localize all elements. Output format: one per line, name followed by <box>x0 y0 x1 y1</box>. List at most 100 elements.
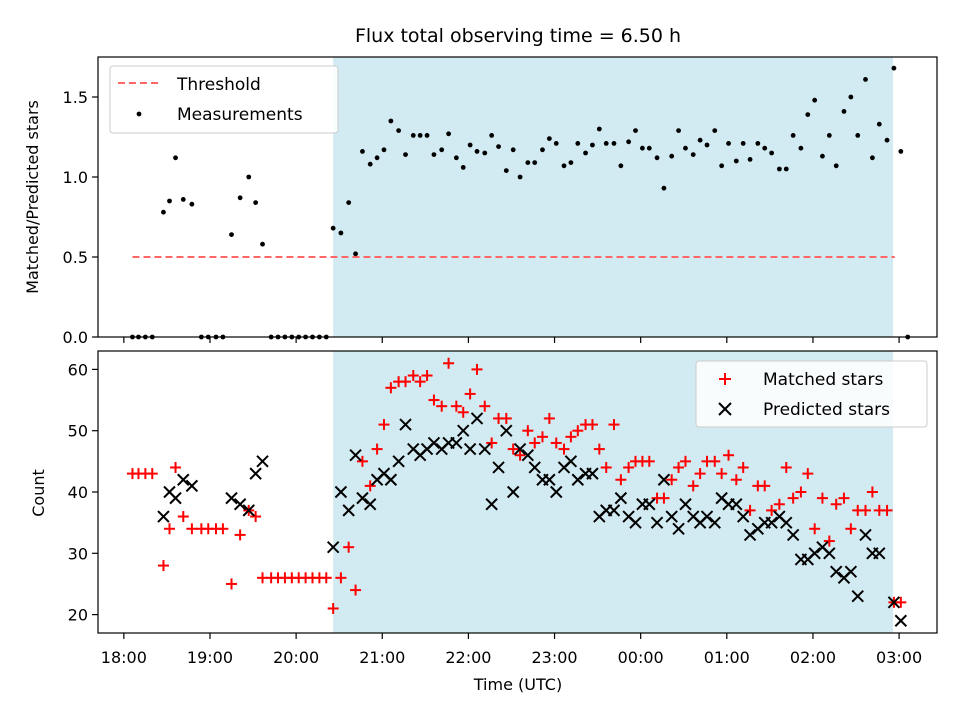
x-tick-label: 22:00 <box>445 648 491 667</box>
measurement-point <box>546 136 552 142</box>
matched-star-point <box>335 572 347 584</box>
matched-star-point <box>737 461 749 473</box>
measurement-point <box>525 160 531 166</box>
predicted-star-point <box>249 467 262 480</box>
measurement-point <box>876 121 882 127</box>
measurement-point <box>704 142 710 148</box>
measurement-point <box>762 145 768 151</box>
matched-star-point <box>565 431 577 443</box>
predicted-star-point <box>708 516 721 529</box>
matched-star-point <box>479 400 491 412</box>
matched-star-point <box>860 504 872 516</box>
matched-star-point <box>830 498 842 510</box>
measurement-point <box>568 160 574 166</box>
measurement-point <box>863 77 868 82</box>
matched-star-point <box>730 474 742 486</box>
predicted-star-point <box>363 498 377 511</box>
predicted-star-point <box>607 504 621 517</box>
predicted-star-point <box>736 510 750 523</box>
measurement-point <box>396 128 402 134</box>
measurement-point <box>346 200 352 206</box>
matched-star-point <box>845 523 857 535</box>
predicted-star-point <box>342 504 355 517</box>
matched-star-point <box>177 511 189 523</box>
matched-star-point <box>163 523 175 535</box>
matched-star-point <box>486 437 498 449</box>
bottom-legend-box <box>695 360 928 428</box>
y-tick-label: 0.5 <box>63 248 88 267</box>
predicted-star-point <box>887 596 901 609</box>
matched-star-point <box>234 529 246 541</box>
measurement-point <box>540 147 545 153</box>
measurement-point <box>496 144 501 150</box>
matched-star-point <box>320 572 332 584</box>
matched-star-point <box>593 443 605 455</box>
measurement-point <box>253 200 259 206</box>
predicted-star-point <box>614 491 628 505</box>
measurement-point <box>697 137 703 143</box>
predicted-star-point <box>672 522 685 535</box>
measurement-point <box>603 141 609 146</box>
predicted-star-point <box>851 590 864 603</box>
predicted-star-point <box>392 455 405 468</box>
predicted-star-point <box>500 424 513 437</box>
predicted-star-point <box>334 485 348 499</box>
measurement-point <box>869 155 875 161</box>
measurement-point <box>633 128 638 134</box>
predicted-star-point <box>830 565 843 578</box>
measurement-point <box>553 141 559 146</box>
measurement-point <box>510 147 516 153</box>
matched-star-point <box>550 437 562 449</box>
matched-star-point <box>500 412 512 424</box>
predicted-star-point <box>528 461 541 474</box>
predicted-star-point <box>256 455 269 468</box>
measurement-point <box>167 198 172 204</box>
measurement-point <box>848 94 854 100</box>
matched-star-point <box>658 492 670 504</box>
predicted-star-point <box>492 461 505 474</box>
matched-star-point <box>217 523 229 535</box>
y-tick-label: 1.0 <box>63 168 88 187</box>
y-tick-label: 20 <box>68 606 88 625</box>
matched-star-point <box>623 461 635 473</box>
predicted-star-point <box>730 498 743 511</box>
matched-star-point <box>679 455 691 467</box>
matched-star-point <box>507 443 519 455</box>
measurement-point <box>410 133 416 138</box>
predicted-star-point <box>823 547 836 560</box>
x-tick-label: 03:00 <box>876 648 922 667</box>
matched-star-point <box>414 376 426 388</box>
measurement-point <box>489 133 495 138</box>
measurement-point <box>575 141 581 146</box>
measurement-point <box>611 141 617 146</box>
matched-star-point <box>838 492 850 504</box>
measurement-point <box>590 142 595 148</box>
matched-star-point <box>780 461 792 473</box>
predicted-star-point <box>450 436 463 450</box>
matched-star-point <box>586 419 598 431</box>
predicted-star-point <box>844 565 858 578</box>
measurement-point <box>726 141 731 146</box>
measurement-point <box>367 161 373 167</box>
matched-star-point <box>514 449 526 461</box>
measurement-point <box>783 166 789 172</box>
measurement-point <box>640 145 645 151</box>
measurement-point <box>841 109 847 114</box>
measurement-point <box>460 165 466 170</box>
matched-star-point <box>600 461 612 473</box>
matched-star-point <box>709 455 721 467</box>
matched-star-point <box>536 431 548 443</box>
x-tick-label: 20:00 <box>273 648 319 667</box>
matched-star-point <box>371 443 383 455</box>
matched-star-point <box>250 511 262 523</box>
matched-star-point <box>895 596 907 608</box>
matched-star-point <box>421 370 433 382</box>
measurement-point <box>161 209 166 215</box>
measurement-point <box>229 232 234 238</box>
top-legend-box <box>109 65 339 134</box>
measurement-point <box>755 141 761 146</box>
predicted-star-point <box>242 504 255 517</box>
predicted-star-point <box>564 455 578 468</box>
predicted-star-point <box>384 473 398 486</box>
measurement-point <box>733 158 739 164</box>
